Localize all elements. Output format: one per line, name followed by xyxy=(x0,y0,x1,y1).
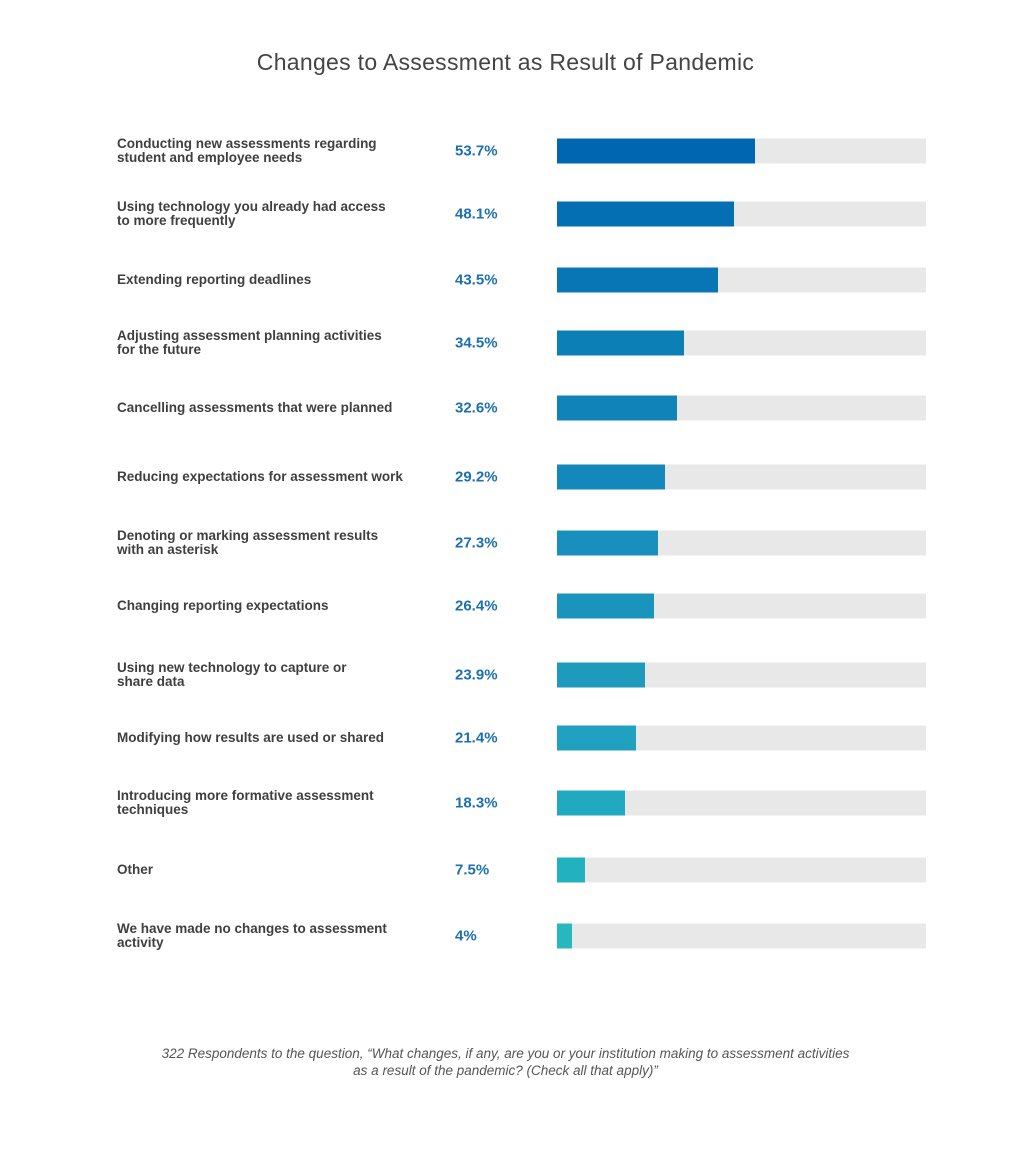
bar xyxy=(557,201,735,227)
value-label: 27.3% xyxy=(455,534,498,552)
category-label: Extending reporting deadlines xyxy=(117,273,417,287)
bar-row: Reducing expectations for assessment wor… xyxy=(0,452,1011,502)
value-label: 48.1% xyxy=(455,205,498,223)
bar xyxy=(557,923,572,949)
bar-track xyxy=(557,138,926,164)
bar xyxy=(557,857,585,883)
category-label-line: share data xyxy=(117,674,185,689)
value-label: 43.5% xyxy=(455,271,498,289)
category-label-line: techniques xyxy=(117,802,189,817)
bar-row: Adjusting assessment planning activities… xyxy=(0,318,1011,368)
bar xyxy=(557,593,655,619)
bar-track xyxy=(557,662,926,688)
category-label: Modifying how results are used or shared xyxy=(117,731,417,745)
bar-row: Using technology you already had access t… xyxy=(0,189,1011,239)
bar xyxy=(557,330,685,356)
value-label: 21.4% xyxy=(455,729,498,747)
bar-track xyxy=(557,395,926,421)
category-label-line: for the future xyxy=(117,342,201,357)
category-label: Changing reporting expectations xyxy=(117,599,417,613)
bar-row: Changing reporting expectations 26.4% xyxy=(0,581,1011,631)
category-label-line: student and employee needs xyxy=(117,150,303,165)
category-label-line: Changing reporting expectations xyxy=(117,598,329,613)
category-label: Adjusting assessment planning activities… xyxy=(117,329,417,357)
footnote-line-2: as a result of the pandemic? (Check all … xyxy=(353,1063,658,1078)
value-label: 53.7% xyxy=(455,142,498,160)
bar-row: Extending reporting deadlines 43.5% xyxy=(0,255,1011,305)
bar xyxy=(557,464,665,490)
category-label: We have made no changes to assessment act… xyxy=(117,922,417,950)
category-label: Introducing more formative assessment tec… xyxy=(117,789,417,817)
bar-row: Denoting or marking assessment results wi… xyxy=(0,518,1011,568)
category-label-line: to more frequently xyxy=(117,213,236,228)
bar-row: Conducting new assessments regarding stud… xyxy=(0,126,1011,176)
value-label: 4% xyxy=(455,927,477,945)
bar-track xyxy=(557,923,926,949)
bar xyxy=(557,138,756,164)
category-label-line: Cancelling assessments that were planned xyxy=(117,400,393,415)
category-label: Conducting new assessments regarding stud… xyxy=(117,137,417,165)
category-label: Using technology you already had access t… xyxy=(117,200,417,228)
category-label-line: Extending reporting deadlines xyxy=(117,272,312,287)
value-label: 26.4% xyxy=(455,597,498,615)
bar-track xyxy=(557,725,926,751)
bar-row: Using new technology to capture or share … xyxy=(0,650,1011,700)
category-label-line: Adjusting assessment planning activities xyxy=(117,328,382,343)
bar xyxy=(557,662,646,688)
bar-row: Modifying how results are used or shared… xyxy=(0,713,1011,763)
category-label-line: Introducing more formative assessment xyxy=(117,788,374,803)
category-label-line: We have made no changes to assessment xyxy=(117,921,387,936)
value-label: 18.3% xyxy=(455,794,498,812)
bar xyxy=(557,725,636,751)
chart-footnote: 322 Respondents to the question, “What c… xyxy=(0,1045,1011,1079)
category-label-line: activity xyxy=(117,935,164,950)
value-label: 23.9% xyxy=(455,666,498,684)
bar-track xyxy=(557,201,926,227)
bar-track xyxy=(557,593,926,619)
bar-row: We have made no changes to assessment act… xyxy=(0,911,1011,961)
category-label-line: Other xyxy=(117,862,154,877)
category-label-line: Using technology you already had access xyxy=(117,199,386,214)
category-label-line: Conducting new assessments regarding xyxy=(117,136,377,151)
category-label: Cancelling assessments that were planned xyxy=(117,401,417,415)
bar xyxy=(557,530,658,556)
bar-track xyxy=(557,857,926,883)
category-label: Denoting or marking assessment results wi… xyxy=(117,529,417,557)
value-label: 29.2% xyxy=(455,468,498,486)
value-label: 32.6% xyxy=(455,399,498,417)
bar xyxy=(557,790,625,816)
category-label: Other xyxy=(117,863,417,877)
category-label: Reducing expectations for assessment wor… xyxy=(117,470,417,484)
category-label-line: Reducing expectations for assessment wor… xyxy=(117,469,403,484)
bar-row: Introducing more formative assessment tec… xyxy=(0,778,1011,828)
category-label-line: with an asterisk xyxy=(117,542,219,557)
bar-track xyxy=(557,267,926,293)
chart-title: Changes to Assessment as Result of Pande… xyxy=(256,49,755,75)
bar xyxy=(557,395,678,421)
bar-chart: Conducting new assessments regarding stud… xyxy=(0,126,1011,961)
category-label: Using new technology to capture or share … xyxy=(117,661,417,689)
footnote-line-1: 322 Respondents to the question, “What c… xyxy=(161,1046,850,1061)
value-label: 34.5% xyxy=(455,334,498,352)
bar-row: Cancelling assessments that were planned… xyxy=(0,383,1011,433)
category-label-line: Denoting or marking assessment results xyxy=(117,528,379,543)
bar-track xyxy=(557,330,926,356)
bar-row: Other 7.5% xyxy=(0,845,1011,895)
category-label-line: Modifying how results are used or shared xyxy=(117,730,385,745)
value-label: 7.5% xyxy=(455,861,490,879)
bar-track xyxy=(557,790,926,816)
bar xyxy=(557,267,718,293)
bar-track xyxy=(557,530,926,556)
bar-track xyxy=(557,464,926,490)
category-label-line: Using new technology to capture or xyxy=(117,660,347,675)
